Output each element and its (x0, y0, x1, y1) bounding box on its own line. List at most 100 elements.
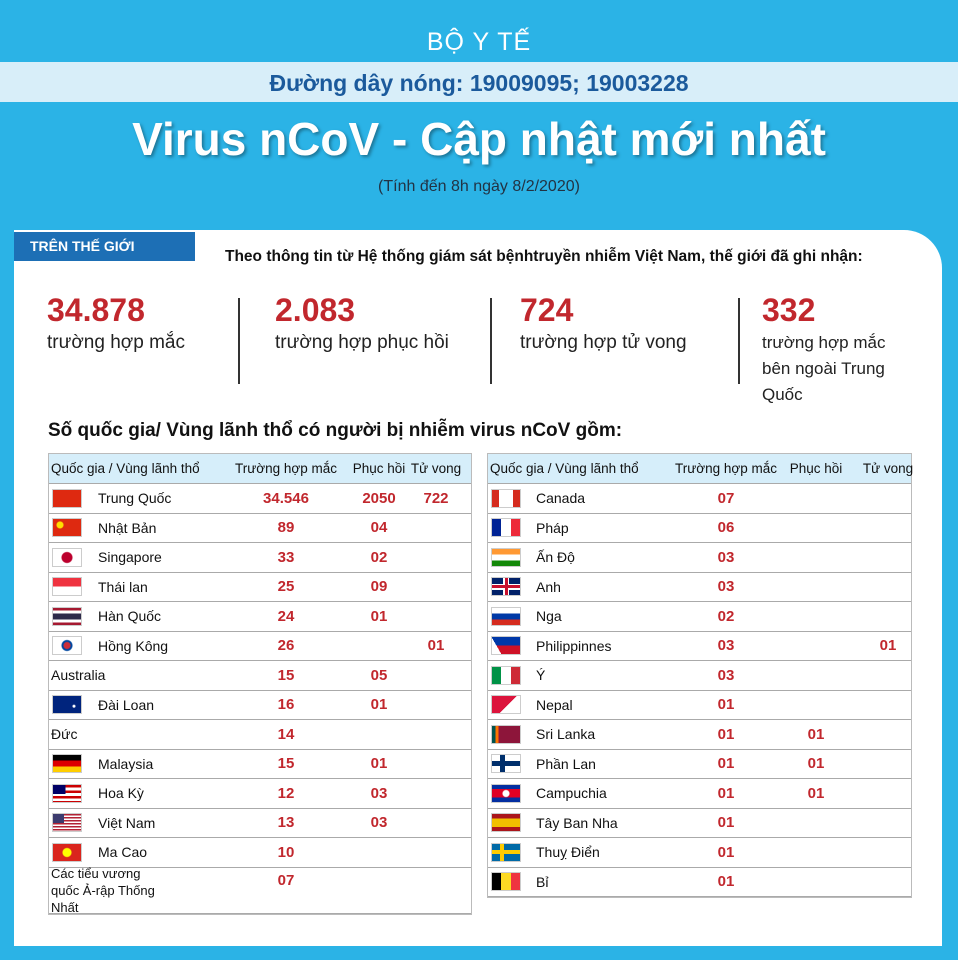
flag (491, 547, 521, 567)
table-row: Sri Lanka 01 01 (488, 720, 911, 750)
flag (52, 577, 82, 597)
flag (491, 813, 521, 833)
country-table: Quốc gia / Vùng lãnh thổ Trường hợp mắc Ph… (487, 453, 914, 898)
flag (491, 606, 521, 626)
panel (14, 230, 942, 946)
table-row: Philippinnes 03 01 (488, 632, 911, 661)
stat-label: trường hợp phục hồi (275, 332, 449, 353)
stat-value: 724 (520, 292, 574, 328)
country-name: Malaysia (98, 755, 154, 772)
country-name: Campuchia (536, 785, 607, 802)
countries-heading: Số quốc gia/ Vùng lãnh thổ có người bị n… (48, 420, 623, 441)
flag (491, 577, 521, 597)
cell-value: 01 (717, 843, 735, 861)
table-row: Đài Loan 16 01 (49, 691, 471, 720)
country-name: Nepal (536, 696, 573, 713)
cell-value: 07 (277, 871, 295, 889)
cell-value: 01 (717, 814, 735, 832)
table-row: Anh 03 (488, 573, 911, 602)
country-name: Thuỵ Điển (536, 844, 600, 861)
country-name: Pháp (536, 519, 569, 536)
cell-value: 02 (370, 548, 388, 566)
cell-value: 01 (427, 637, 445, 655)
cell-value: 13 (277, 814, 295, 832)
cell-value: 01 (370, 607, 388, 625)
country-name: Việt Nam (98, 814, 156, 831)
cell-value: 16 (277, 696, 295, 714)
stat-value: 332 (762, 292, 816, 328)
cell-value: 01 (370, 755, 388, 773)
cell-value: 01 (370, 696, 388, 714)
flag (491, 636, 521, 656)
flag (491, 518, 521, 538)
cell-value: 03 (717, 666, 735, 684)
divider (490, 298, 492, 384)
table-row: Hồng Kông 26 01 (49, 632, 471, 661)
table-row: Trung Quốc 34.546 2050 722 (49, 484, 471, 514)
table-header: Quốc gia / Vùng lãnh thổ Trường hợp mắc Ph… (49, 454, 471, 484)
flag (491, 872, 521, 891)
title: Virus nCoV - Cập nhật mới nhất (132, 113, 826, 165)
cell-value: 03 (717, 578, 735, 596)
flag (52, 488, 82, 508)
country-name: Ý (536, 667, 546, 684)
table-row: Việt Nam 13 03 (49, 809, 471, 838)
flag (52, 518, 82, 538)
cell-value: 01 (717, 696, 735, 714)
cell-value: 33 (277, 548, 295, 566)
country-name: Anh (536, 578, 561, 595)
cell-value: 01 (807, 725, 825, 743)
header-cell: Phục hồi (352, 461, 406, 476)
cell-value: 24 (277, 607, 295, 625)
cell-value: 15 (277, 666, 295, 684)
cell-value: 722 (423, 489, 449, 507)
header-cell: Tử vong (862, 461, 914, 476)
cell-value: 05 (370, 666, 388, 684)
table-row: Nhật Bản 89 04 (49, 514, 471, 543)
cell-value: 03 (370, 814, 388, 832)
country-name: Australia (51, 667, 106, 684)
flag (491, 724, 521, 744)
hotline-band (0, 62, 958, 102)
header-cell: Phục hồi (789, 461, 843, 476)
country-name: Phần Lan (536, 755, 596, 772)
table-header: Quốc gia / Vùng lãnh thổ Trường hợp mắc Ph… (488, 454, 914, 484)
flag (52, 547, 82, 567)
flag (52, 813, 82, 833)
header-cell: Tử vong (410, 461, 462, 476)
country-name: Hồng Kông (98, 637, 169, 654)
table-row: Đức 14 (49, 720, 471, 750)
flag (491, 783, 521, 803)
table-row: Ấn Độ 03 (488, 543, 911, 573)
header-cell: Trường hợp mắc (674, 461, 778, 476)
table-row: Ý 03 (488, 661, 911, 691)
table-row: Các tiểu vương quốc Ả-rập Thống Nhất 07 (49, 866, 471, 915)
flag (52, 754, 82, 774)
stat-label: trường hợp tử vong (520, 332, 687, 353)
cell-value: 01 (807, 755, 825, 773)
subtitle: (Tính đến 8h ngày 8/2/2020) (378, 178, 580, 195)
flag (491, 754, 521, 774)
table-row: Australia 15 05 (49, 661, 471, 691)
country-name: Philippinnes (536, 637, 612, 654)
country-name: Đức (51, 726, 78, 743)
table-row: Hoa Kỳ 12 03 (49, 779, 471, 809)
header-cell: Quốc gia / Vùng lãnh thổ (490, 461, 639, 476)
cell-value: 03 (370, 784, 388, 802)
cell-value: 25 (277, 578, 295, 596)
table-row: Tây Ban Nha 01 (488, 809, 911, 838)
table-row: Campuchia 01 01 (488, 779, 911, 809)
cell-value: 06 (717, 519, 735, 537)
ministry: BỘ Y TẾ (426, 28, 532, 56)
table-row: Canada 07 (488, 484, 911, 514)
table-row: Thuỵ Điển 01 (488, 838, 911, 868)
country-name: Sri Lanka (536, 726, 596, 743)
country-name: Nhật Bản (98, 519, 157, 536)
cell-value: 01 (717, 784, 735, 802)
flag (491, 665, 521, 685)
country-name: Hoa Kỳ (98, 785, 144, 802)
stat-label: trường hợp mắc bên ngoài Trung Quốc (762, 333, 886, 404)
intro: Theo thông tin từ Hệ thống giám sát bệnh… (225, 248, 863, 265)
cell-value: 89 (277, 519, 295, 537)
